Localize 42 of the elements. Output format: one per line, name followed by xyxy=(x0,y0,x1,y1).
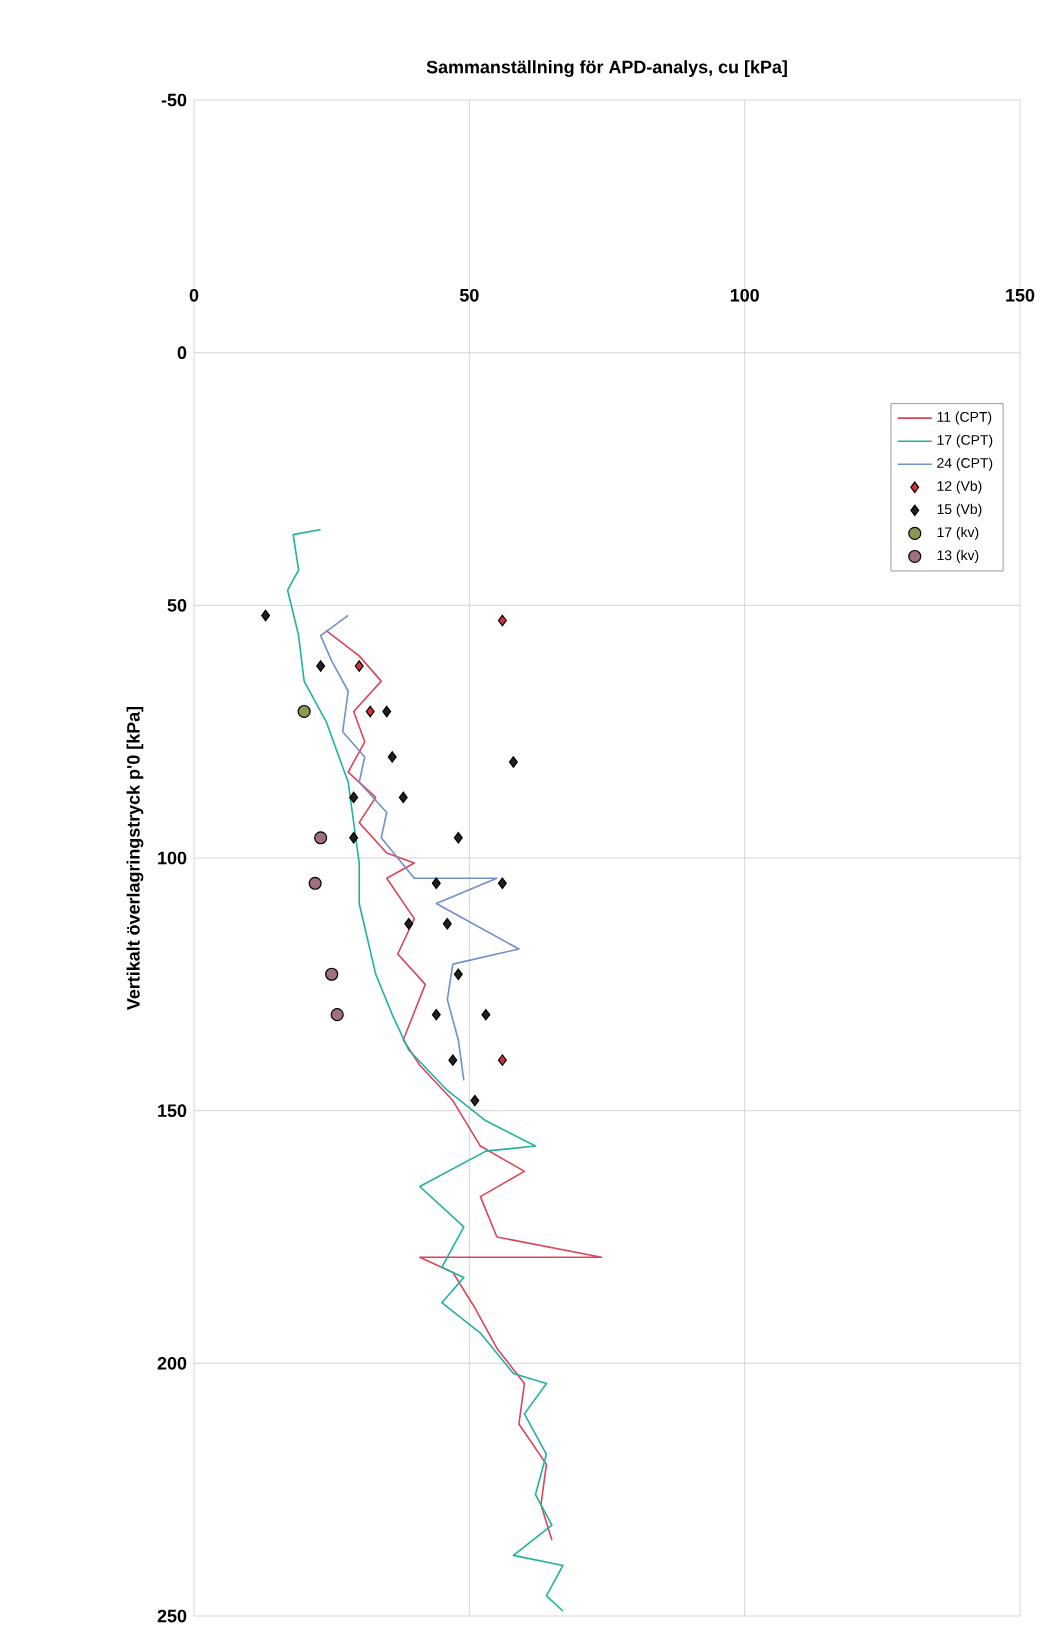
point xyxy=(398,791,408,804)
point xyxy=(508,756,518,768)
point xyxy=(404,917,414,930)
x-tick-label: 0 xyxy=(189,288,199,302)
y-tick-label: -50 xyxy=(161,93,187,107)
point xyxy=(497,1054,507,1066)
point xyxy=(365,705,375,718)
y-tick-label: 100 xyxy=(158,851,187,865)
point xyxy=(261,609,271,622)
point xyxy=(297,704,311,719)
point xyxy=(325,967,339,981)
x-tick-label: 50 xyxy=(459,288,479,302)
point xyxy=(308,876,322,890)
line-series xyxy=(319,614,520,1082)
y-tick-label: 250 xyxy=(157,1609,187,1623)
point xyxy=(382,705,392,718)
point xyxy=(453,832,463,844)
point xyxy=(497,614,507,627)
y-axis-title: Vertikalt överlagringstryck p'0 [kPa] xyxy=(126,706,144,1011)
point xyxy=(387,751,397,763)
point xyxy=(431,1008,441,1021)
point xyxy=(431,877,441,890)
chart-title: Sammanställning för APD-analys, cu [kPa] xyxy=(426,60,787,78)
line-series xyxy=(325,629,603,1542)
x-tick-label: 150 xyxy=(1006,288,1035,302)
point xyxy=(354,660,364,672)
point xyxy=(448,1054,458,1066)
point xyxy=(453,968,463,981)
y-tick-label: 200 xyxy=(157,1356,187,1370)
y-tick-label: 150 xyxy=(158,1104,187,1118)
y-tick-label: 0 xyxy=(177,346,187,360)
point xyxy=(349,832,359,844)
point xyxy=(349,791,359,804)
point xyxy=(481,1008,491,1021)
point xyxy=(330,1008,344,1022)
y-tick-label: 50 xyxy=(167,598,187,612)
point xyxy=(314,831,328,845)
point xyxy=(497,877,507,890)
x-tick-label: 100 xyxy=(730,288,759,302)
point xyxy=(442,917,452,930)
point xyxy=(316,660,326,672)
point xyxy=(470,1094,480,1107)
